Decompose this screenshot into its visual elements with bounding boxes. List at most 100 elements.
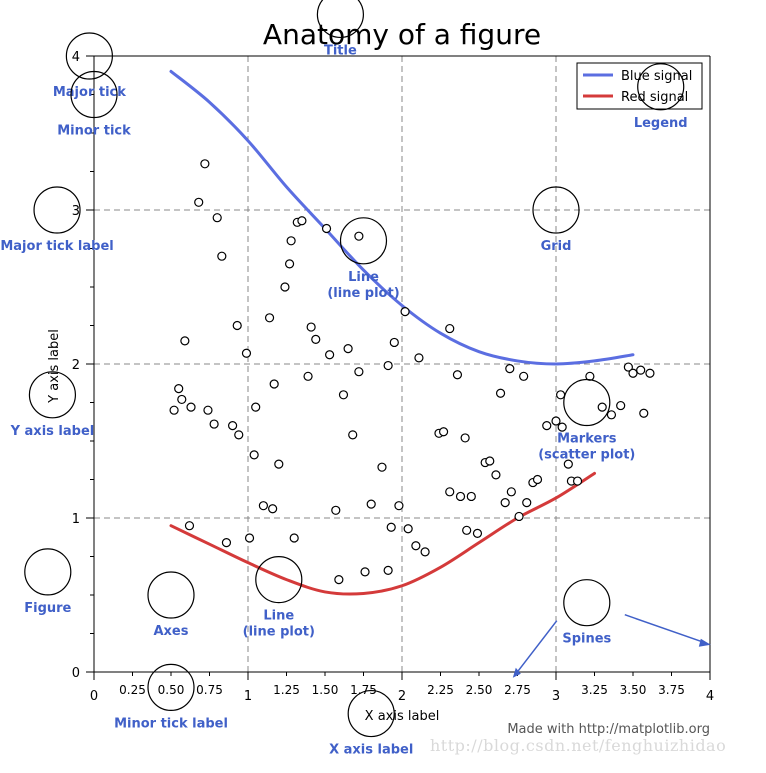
scatter-marker — [556, 390, 566, 400]
annotation-label: Line (line plot) — [327, 270, 399, 301]
footer-credit: Made with http://matplotlib.org — [507, 722, 710, 737]
scatter-marker — [249, 450, 259, 460]
annotation-circle — [339, 217, 388, 265]
scatter-marker — [639, 408, 649, 418]
scatter-marker — [311, 334, 321, 344]
scatter-marker — [228, 421, 238, 431]
scatter-marker — [194, 197, 204, 207]
scatter-marker — [306, 322, 316, 332]
scatter-marker — [519, 371, 529, 381]
annotation-circle — [532, 186, 580, 234]
scatter-marker — [551, 416, 561, 426]
x-minor-tick-label: 1.50 — [312, 683, 339, 697]
y-major-tick-label: 4 — [72, 50, 80, 65]
scatter-marker — [557, 422, 567, 432]
x-minor-tick-label: 2.25 — [427, 683, 454, 697]
y-major-tick-label: 2 — [72, 358, 80, 373]
x-minor-tick-label: 0.50 — [158, 683, 185, 697]
scatter-marker — [452, 370, 463, 380]
scatter-marker — [354, 367, 364, 377]
series-line-red-signal — [169, 471, 596, 596]
legend-entry-label: Red signal — [621, 90, 688, 105]
annotation-circle — [33, 186, 81, 234]
scatter-marker — [297, 216, 307, 226]
scatter-marker — [495, 388, 506, 398]
scatter-marker — [280, 282, 290, 292]
annotation-circle — [637, 63, 685, 111]
scatter-marker — [360, 567, 370, 577]
scatter-marker — [445, 487, 455, 497]
scatter-marker — [606, 410, 617, 420]
annotation-circle — [28, 371, 77, 419]
scatter-marker — [491, 470, 501, 480]
annotation-circle — [147, 663, 195, 712]
annotation-label: Legend — [634, 116, 688, 131]
scatter-marker — [212, 213, 222, 223]
spine-arrow-right — [624, 613, 706, 644]
annotation-label: Major tick label — [0, 239, 113, 254]
scatter-marker — [597, 402, 607, 412]
plot-area — [169, 69, 655, 596]
grid — [94, 56, 710, 672]
scatter-marker — [572, 476, 583, 486]
scatter-marker — [234, 430, 244, 440]
scatter-marker — [286, 236, 296, 246]
x-major-tick-label: 4 — [706, 689, 714, 704]
scatter-marker — [645, 368, 655, 378]
scatter-marker — [522, 498, 532, 508]
x-minor-tick-label: 2.75 — [504, 683, 531, 697]
legend-box — [576, 62, 703, 110]
scatter-marker — [377, 462, 387, 472]
annotation-circle — [147, 571, 195, 619]
x-minor-tick-label: 1.75 — [350, 683, 377, 697]
scatter-marker — [532, 474, 543, 485]
annotation-circle — [563, 378, 611, 427]
x-major-tick-label: 3 — [552, 689, 560, 704]
spine-arrowhead-left — [512, 667, 521, 678]
scatter-marker — [623, 362, 633, 372]
x-major-tick-label: 0 — [90, 689, 98, 704]
scatter-marker — [209, 419, 219, 429]
scatter-marker — [174, 384, 184, 394]
x-minor-tick-label: 1.25 — [273, 683, 300, 697]
x-minor-tick-label: 3.75 — [658, 683, 685, 697]
scatter-marker — [455, 491, 466, 502]
scatter-marker — [616, 400, 626, 411]
scatter-marker — [420, 547, 430, 557]
scatter-marker — [184, 521, 195, 531]
annotation-circle — [24, 548, 72, 596]
y-axis-label: Y axis label — [47, 329, 62, 404]
series-line-blue-signal — [169, 69, 635, 366]
x-axis-label: X axis label — [365, 709, 440, 724]
spine-arrowhead-right — [698, 638, 711, 647]
scatter-marker — [383, 565, 393, 575]
watermark: http://blog.csdn.net/fenghuizhidao — [430, 736, 727, 755]
annotation-label: Figure — [24, 601, 71, 616]
scatter-marker — [348, 430, 358, 440]
scatter-marker — [389, 337, 399, 348]
scatter-marker — [244, 533, 255, 543]
y-major-tick-label: 3 — [72, 204, 80, 219]
scatter-marker — [186, 402, 196, 412]
scatter-marker — [514, 511, 524, 522]
x-minor-tick-label: 3.50 — [620, 683, 647, 697]
annotation-circle — [65, 32, 113, 80]
scatter-marker — [241, 348, 252, 358]
scatter-marker — [169, 405, 179, 415]
x-minor-tick-label: 0.25 — [119, 683, 146, 697]
scatter-marker — [403, 524, 413, 534]
scatter-marker — [232, 320, 242, 331]
annotation-label: Y axis label — [10, 424, 95, 439]
annotation-circle — [255, 555, 303, 604]
scatter-marker — [505, 364, 515, 374]
scatter-marker — [500, 498, 510, 508]
annotation-circle — [347, 689, 395, 738]
annotation-label: X axis label — [329, 743, 413, 758]
scatter-marker — [338, 390, 349, 400]
x-major-tick-label: 1 — [244, 689, 252, 704]
scatter-marker — [386, 522, 396, 532]
scatter-marker — [221, 538, 232, 548]
scatter-marker — [585, 371, 595, 381]
scatter-marker — [264, 313, 275, 323]
